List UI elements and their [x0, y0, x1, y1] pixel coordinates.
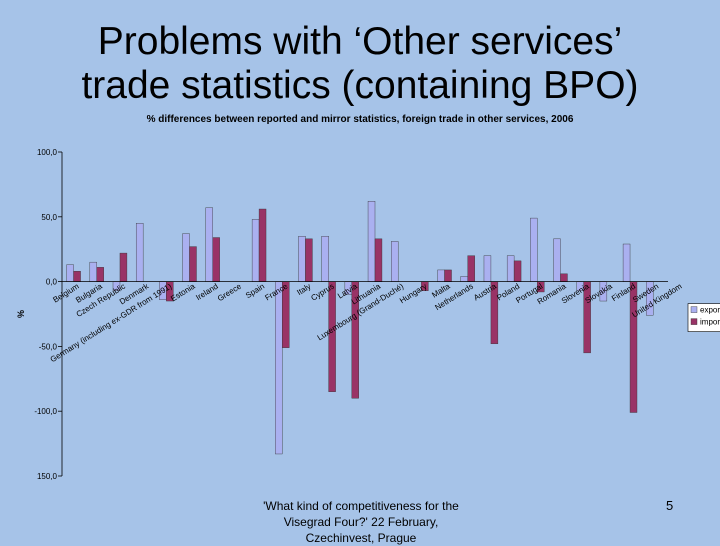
bar-impor — [467, 255, 475, 282]
y-tick-label: 100,0 — [37, 148, 58, 157]
bar-impor — [444, 269, 452, 282]
bar-expor — [391, 241, 399, 282]
slide-number: 5 — [666, 498, 674, 513]
bar-chart: 100,050,00,0-50,0-100,0150,0%BelgiumBulg… — [16, 148, 720, 481]
bar-expor — [275, 281, 283, 455]
bar-expor — [530, 217, 538, 282]
bar-impor — [212, 237, 220, 282]
bar-impor — [560, 273, 568, 282]
legend-box — [687, 303, 720, 332]
bar-expor — [89, 261, 97, 282]
plot-area — [62, 152, 688, 476]
slide-title: Problems with ‘Other services’ trade sta… — [0, 20, 720, 108]
bar-expor — [460, 276, 468, 282]
bar-expor — [205, 207, 213, 282]
bar-expor — [506, 255, 515, 282]
y-tick-label: -50,0 — [39, 342, 58, 351]
bar-expor — [298, 236, 306, 282]
bar-impor — [96, 267, 104, 282]
legend-swatch — [690, 306, 698, 313]
bar-expor — [367, 201, 376, 282]
legend-swatch — [690, 318, 698, 325]
bar-impor — [305, 238, 313, 282]
bar-impor — [513, 260, 522, 282]
legend-label: impor — [700, 318, 720, 327]
bar-impor — [119, 252, 128, 282]
slide-title-line-1: Problems with ‘Other services’ — [97, 20, 623, 63]
bar-impor — [73, 271, 81, 282]
footer-text: 'What kind of competitiveness for the Vi… — [263, 499, 459, 545]
y-tick-label: 50,0 — [41, 213, 57, 222]
bar-impor — [374, 238, 383, 282]
y-tick-label: -100,0 — [34, 407, 57, 416]
y-tick-label: 150,0 — [37, 472, 58, 481]
bar-impor — [328, 281, 336, 392]
legend-label: expor — [700, 306, 720, 315]
bar-expor — [553, 238, 561, 282]
slide-title-line-2: trade statistics (containing BPO) — [81, 64, 639, 107]
chart-title: % differences between reported and mirro… — [146, 114, 574, 125]
bar-expor — [321, 236, 329, 282]
bar-expor — [251, 219, 260, 282]
bar-expor — [437, 269, 445, 282]
bar-impor — [258, 208, 267, 282]
y-axis-label: % — [16, 310, 26, 318]
bar-impor — [189, 246, 197, 282]
bar-expor — [483, 255, 492, 282]
bar-expor — [66, 264, 74, 282]
bar-expor — [622, 243, 631, 282]
y-tick-label: 0,0 — [46, 278, 58, 287]
bar-expor — [182, 233, 190, 282]
bar-expor — [135, 223, 144, 282]
